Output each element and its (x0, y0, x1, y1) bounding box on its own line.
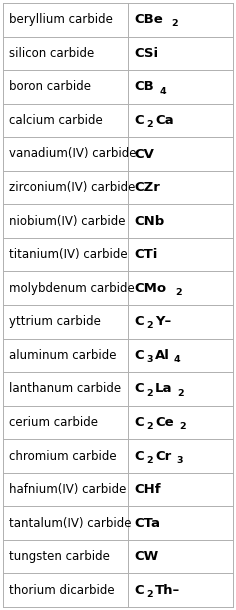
Text: zirconium(IV) carbide: zirconium(IV) carbide (9, 181, 135, 194)
Text: C: C (134, 584, 144, 597)
Text: chromium carbide: chromium carbide (9, 450, 117, 462)
Text: 2: 2 (146, 120, 153, 129)
Text: yttrium carbide: yttrium carbide (9, 315, 101, 328)
Text: 2: 2 (179, 422, 186, 431)
Text: Cr: Cr (155, 450, 171, 462)
Text: Th–: Th– (155, 584, 180, 597)
Text: CNb: CNb (134, 215, 164, 228)
Text: La: La (155, 382, 173, 395)
Text: CZr: CZr (134, 181, 160, 194)
Text: 2: 2 (146, 422, 153, 431)
Text: thorium dicarbide: thorium dicarbide (9, 584, 115, 597)
Text: CW: CW (134, 550, 158, 563)
Text: 4: 4 (174, 355, 181, 364)
Text: hafnium(IV) carbide: hafnium(IV) carbide (9, 483, 126, 496)
Text: 4: 4 (160, 87, 166, 96)
Text: niobium(IV) carbide: niobium(IV) carbide (9, 215, 126, 228)
Text: CV: CV (134, 148, 154, 160)
Text: 2: 2 (177, 389, 184, 398)
Text: 2: 2 (146, 590, 153, 599)
Text: C: C (134, 315, 144, 328)
Text: CHf: CHf (134, 483, 161, 496)
Text: aluminum carbide: aluminum carbide (9, 349, 117, 362)
Text: CMo: CMo (134, 282, 166, 295)
Text: molybdenum carbide: molybdenum carbide (9, 282, 135, 295)
Text: Al: Al (155, 349, 170, 362)
Text: 2: 2 (146, 456, 153, 465)
Text: 2: 2 (175, 288, 182, 297)
Text: Ce: Ce (155, 416, 174, 429)
Text: C: C (134, 382, 144, 395)
Text: tantalum(IV) carbide: tantalum(IV) carbide (9, 517, 131, 529)
Text: CTa: CTa (134, 517, 160, 529)
Text: 3: 3 (176, 456, 182, 465)
Text: vanadium(IV) carbide: vanadium(IV) carbide (9, 148, 136, 160)
Text: CTi: CTi (134, 248, 157, 261)
Text: titanium(IV) carbide: titanium(IV) carbide (9, 248, 128, 261)
Text: CBe: CBe (134, 13, 163, 26)
Text: cerium carbide: cerium carbide (9, 416, 98, 429)
Text: Ca: Ca (155, 114, 174, 127)
Text: silicon carbide: silicon carbide (9, 47, 94, 60)
Text: C: C (134, 450, 144, 462)
Text: 2: 2 (171, 20, 178, 29)
Text: Y–: Y– (155, 315, 171, 328)
Text: beryllium carbide: beryllium carbide (9, 13, 113, 26)
Text: C: C (134, 349, 144, 362)
Text: boron carbide: boron carbide (9, 81, 91, 93)
Text: 3: 3 (146, 355, 153, 364)
Text: CB: CB (134, 81, 154, 93)
Text: tungsten carbide: tungsten carbide (9, 550, 110, 563)
Text: 2: 2 (146, 389, 153, 398)
Text: lanthanum carbide: lanthanum carbide (9, 382, 121, 395)
Text: C: C (134, 114, 144, 127)
Text: CSi: CSi (134, 47, 158, 60)
Text: 2: 2 (146, 321, 153, 331)
Text: C: C (134, 416, 144, 429)
Text: calcium carbide: calcium carbide (9, 114, 103, 127)
